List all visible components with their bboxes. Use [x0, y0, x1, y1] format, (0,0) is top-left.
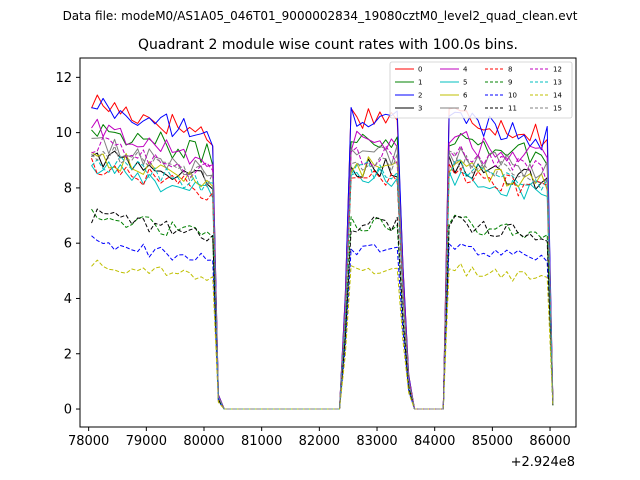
series-line-8 [91, 158, 554, 410]
series-line-13 [91, 155, 554, 410]
axes-frame [79, 57, 577, 428]
legend-label-7: 7 [463, 105, 467, 113]
legend-label-4: 4 [463, 66, 468, 74]
y-tick-label: 4 [64, 292, 72, 307]
x-tick-label: 85000 [472, 434, 513, 449]
legend-label-8: 8 [508, 66, 512, 74]
figure-suptitle: Data file: modeM0/AS1A05_046T01_90000028… [63, 9, 578, 23]
legend-label-15: 15 [553, 105, 562, 113]
series-line-4 [91, 118, 554, 410]
y-tick-label: 12 [55, 71, 72, 86]
x-tick-label: 78000 [68, 434, 109, 449]
x-tick-label: 86000 [529, 434, 570, 449]
x-axis-offset-label: +2.924e8 [511, 455, 575, 470]
y-tick-label: 2 [64, 347, 72, 362]
y-tick-label: 10 [55, 126, 72, 141]
y-tick-label: 6 [64, 237, 72, 252]
legend-label-3: 3 [418, 105, 422, 113]
series-line-15 [91, 145, 554, 410]
legend-label-11: 11 [508, 105, 517, 113]
y-tick-label: 8 [64, 181, 72, 196]
x-axis: 78000 79000 80000 81000 82000 83000 84000 85000… [68, 427, 571, 449]
legend-label-6: 6 [463, 92, 468, 100]
legend-label-14: 14 [553, 92, 562, 100]
series-line-9 [91, 208, 554, 410]
legend-frame [389, 61, 573, 119]
series-line-11 [91, 208, 554, 410]
series-line-3 [91, 150, 554, 410]
series-line-5 [91, 161, 554, 410]
legend-label-2: 2 [418, 92, 422, 100]
series-line-1 [91, 124, 554, 410]
series-line-0 [91, 94, 554, 410]
series-line-14 [91, 259, 554, 410]
x-tick-label: 81000 [241, 434, 282, 449]
x-tick-label: 82000 [299, 434, 340, 449]
legend-label-5: 5 [463, 79, 467, 87]
legend-label-10: 10 [508, 92, 517, 100]
legend-label-12: 12 [553, 66, 562, 74]
y-axis: 0 2 4 6 8 10 12 [55, 71, 80, 418]
series-layer [91, 94, 554, 410]
y-tick-label: 0 [64, 403, 72, 418]
legend-label-9: 9 [508, 79, 512, 87]
legend-label-1: 1 [418, 79, 422, 87]
chart-title: Quadrant 2 module wise count rates with … [138, 37, 518, 53]
legend-label-0: 0 [418, 66, 422, 74]
legend-label-13: 13 [553, 79, 562, 87]
series-line-6 [91, 151, 554, 410]
plot-area [79, 57, 577, 428]
series-line-12 [91, 136, 554, 410]
series-line-10 [91, 235, 554, 410]
x-tick-label: 83000 [356, 434, 397, 449]
x-tick-label: 80000 [183, 434, 224, 449]
x-tick-label: 79000 [126, 434, 167, 449]
x-tick-label: 84000 [414, 434, 455, 449]
series-line-2 [91, 97, 554, 410]
